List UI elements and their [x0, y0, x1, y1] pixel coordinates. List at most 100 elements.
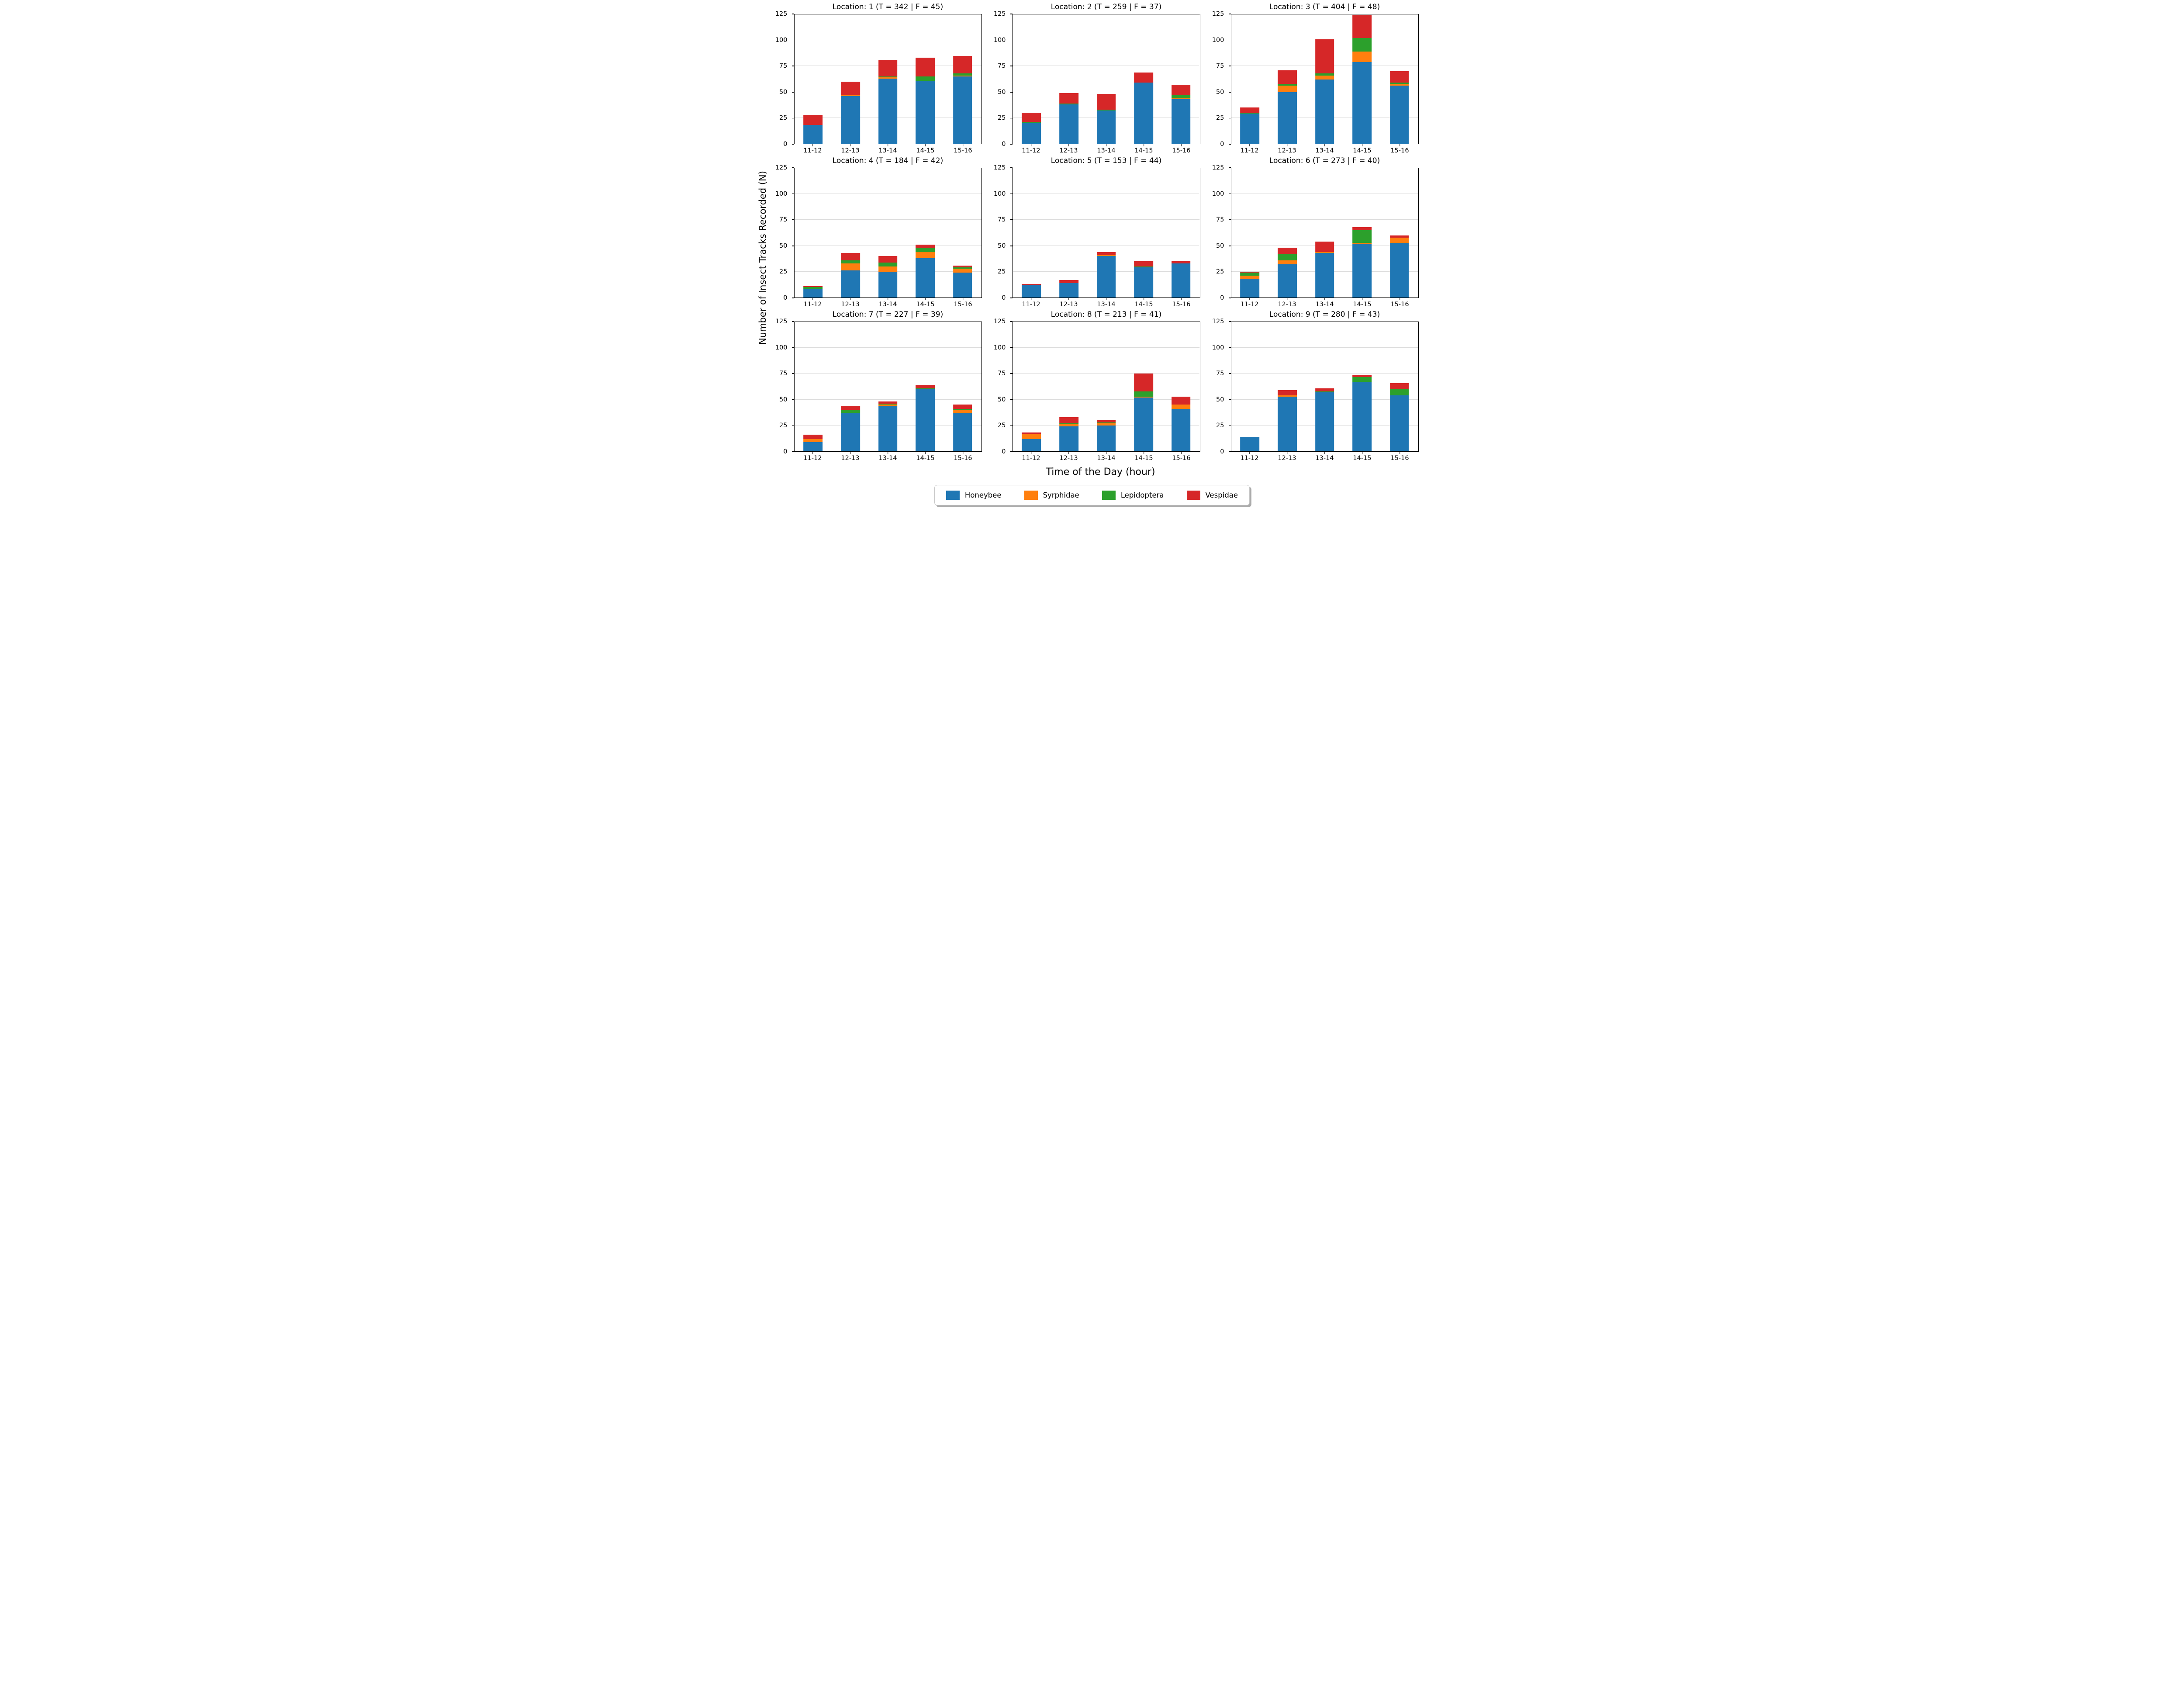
- legend-label: Honeybee: [964, 491, 1002, 499]
- bar-segment-vespidae: [1352, 15, 1372, 38]
- plot-area: [1010, 14, 1200, 146]
- y-tick-mark: [1010, 219, 1013, 220]
- bar-13-14: [1315, 168, 1334, 298]
- y-tick-mark: [1010, 144, 1013, 145]
- axes-box: [794, 322, 982, 452]
- bar-segment-lepidoptera: [841, 260, 860, 263]
- y-tick-labels: 0 25 50 75 100 125: [773, 318, 791, 455]
- bar-12-13: [1278, 322, 1297, 451]
- x-tick-label: 14-15: [1353, 301, 1372, 308]
- gridline: [794, 399, 981, 400]
- bar-segment-lepidoptera: [1315, 73, 1334, 76]
- gridline: [794, 219, 981, 220]
- x-tick-labels: 11-12 12-13 13-14 14-15 15-16: [1231, 146, 1419, 155]
- bar-segment-vespidae: [1022, 112, 1041, 122]
- x-tick-label: 12-13: [1278, 455, 1296, 462]
- y-tick-label: 50: [998, 88, 1006, 96]
- bar-segment-honeybee: [1278, 396, 1297, 451]
- gridline: [794, 347, 981, 348]
- y-tick-label: 0: [1220, 141, 1224, 148]
- x-tick-mark: [1362, 452, 1363, 454]
- y-tick-label: 100: [775, 36, 788, 44]
- y-tick-mark: [791, 39, 794, 41]
- bar-15-16: [953, 168, 972, 298]
- bar-segment-lepidoptera: [1022, 122, 1041, 123]
- y-tick-labels: 0 25 50 75 100 125: [773, 164, 791, 301]
- y-tick-mark: [1010, 347, 1013, 348]
- x-tick-mark: [850, 144, 851, 146]
- subplot-title: Location: 8 (T = 213 | F = 41): [1051, 310, 1162, 319]
- x-tick-mark: [925, 144, 926, 146]
- bar-segment-vespidae: [953, 405, 972, 409]
- x-tick-label: 12-13: [841, 301, 860, 308]
- y-tick-mark: [1228, 92, 1231, 93]
- bar-segment-lepidoptera: [916, 248, 935, 252]
- subplot-title: Location: 2 (T = 259 | F = 37): [1051, 3, 1162, 11]
- bar-15-16: [1171, 168, 1191, 298]
- bar-segment-syrphidae: [1278, 260, 1297, 265]
- x-tick-label: 13-14: [878, 301, 897, 308]
- bar-segment-lepidoptera: [953, 73, 972, 76]
- bar-11-12: [1022, 322, 1041, 451]
- x-tick-label: 14-15: [1353, 455, 1372, 462]
- bar-11-12: [803, 168, 823, 298]
- bar-segment-vespidae: [878, 60, 898, 77]
- x-tick-label: 15-16: [1172, 147, 1191, 154]
- figure: Number of Insect Tracks Recorded (N) Loc…: [754, 0, 1430, 524]
- y-tick-mark: [1010, 321, 1013, 322]
- y-tick-labels: 0 25 50 75 100 125: [992, 10, 1010, 148]
- y-tick-mark: [1228, 39, 1231, 41]
- bar-segment-vespidae: [1315, 39, 1334, 73]
- bar-15-16: [1171, 322, 1191, 451]
- y-tick-label: 50: [779, 396, 788, 403]
- x-tick-label: 11-12: [1240, 455, 1259, 462]
- bar-11-12: [803, 322, 823, 451]
- bar-14-15: [916, 322, 935, 451]
- y-tick-mark: [791, 92, 794, 93]
- bar-segment-vespidae: [916, 385, 935, 388]
- bar-segment-vespidae: [953, 55, 972, 73]
- bar-15-16: [953, 14, 972, 144]
- x-tick-mark: [812, 298, 813, 300]
- y-tick-label: 50: [1216, 242, 1224, 249]
- x-tick-mark: [1324, 452, 1325, 454]
- x-tick-mark: [1030, 452, 1032, 454]
- bar-segment-vespidae: [1171, 396, 1191, 405]
- gridline: [1231, 347, 1418, 348]
- bar-14-15: [1352, 168, 1372, 298]
- y-tick-label: 25: [998, 114, 1006, 122]
- bar-segment-syrphidae: [1171, 405, 1191, 409]
- y-tick-mark: [1228, 219, 1231, 220]
- bar-15-16: [1389, 168, 1409, 298]
- y-tick-label: 125: [993, 10, 1006, 17]
- x-tick-label: 12-13: [1278, 301, 1296, 308]
- x-tick-mark: [1106, 298, 1107, 300]
- y-tick-label: 100: [993, 36, 1006, 44]
- x-tick-label: 15-16: [1390, 455, 1409, 462]
- y-axis-label: Number of Insect Tracks Recorded (N): [757, 171, 768, 345]
- y-tick-mark: [1010, 399, 1013, 400]
- x-tick-labels: 11-12 12-13 13-14 14-15 15-16: [1231, 453, 1419, 462]
- bar-segment-syrphidae: [1352, 52, 1372, 62]
- gridline: [1231, 373, 1418, 374]
- x-tick-label: 14-15: [1134, 301, 1153, 308]
- y-tick-label: 100: [1212, 190, 1224, 197]
- legend-item-lepidoptera: Lepidoptera: [1102, 491, 1164, 500]
- bar-13-14: [878, 168, 898, 298]
- axes-box: [794, 14, 982, 144]
- x-tick-label: 11-12: [1240, 301, 1259, 308]
- bar-segment-honeybee: [1240, 279, 1260, 298]
- gridline: [1013, 219, 1200, 220]
- plot-area: [1010, 321, 1200, 454]
- bar-segment-vespidae: [1278, 248, 1297, 254]
- bar-segment-vespidae: [1278, 70, 1297, 84]
- y-tick-labels: 0 25 50 75 100 125: [773, 10, 791, 148]
- bar-13-14: [1315, 14, 1334, 144]
- x-tick-label: 15-16: [1172, 455, 1191, 462]
- bar-segment-vespidae: [1352, 227, 1372, 231]
- bar-14-15: [916, 168, 935, 298]
- bar-13-14: [1096, 168, 1116, 298]
- legend-wrap: Honeybee Syrphidae Lepidoptera Vespidae: [755, 485, 1430, 505]
- y-tick-label: 25: [998, 422, 1006, 429]
- bar-segment-honeybee: [1389, 242, 1409, 298]
